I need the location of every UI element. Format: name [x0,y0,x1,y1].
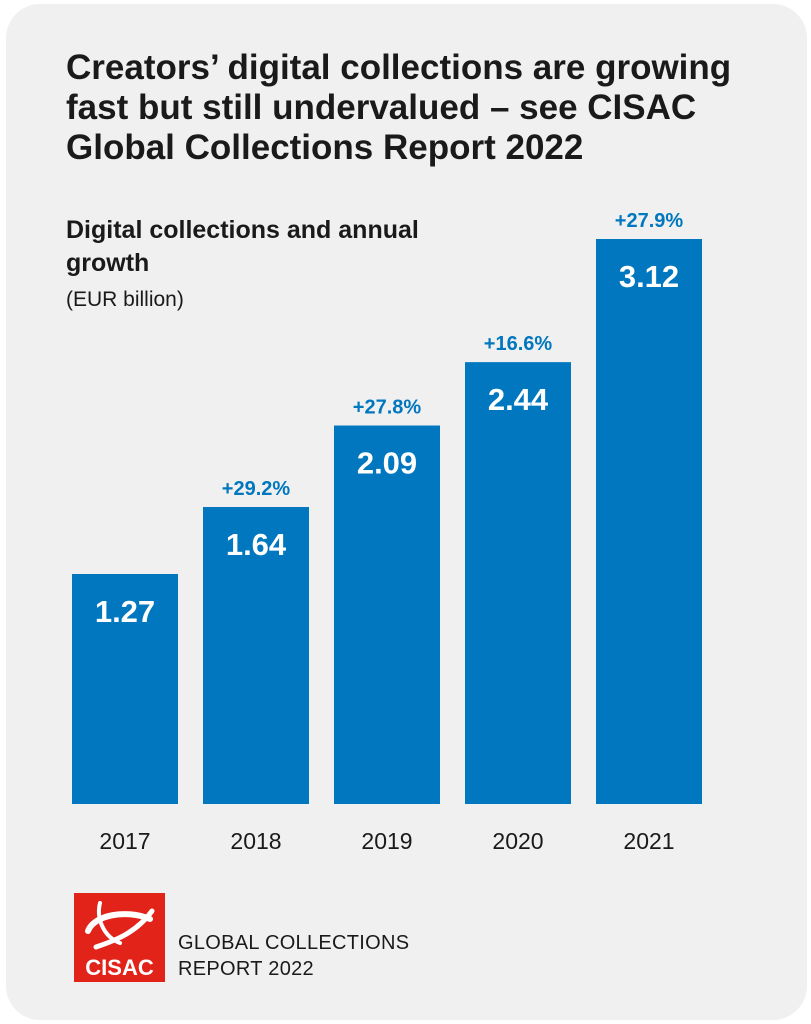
bar-2021 [596,239,702,804]
growth-label-2021: +27.9% [615,210,684,232]
bar-2018 [203,507,309,804]
growth-label-2018: +29.2% [222,478,291,500]
x-tick-label-2019: 2019 [361,828,412,854]
logo-text: CISAC [85,955,154,980]
chart-unit: (EUR billion) [66,288,184,311]
x-tick-label-2020: 2020 [492,828,543,854]
chart-title: Digital collections and annual growth [66,216,419,277]
value-label-2018: 1.64 [226,527,287,562]
x-tick-label-2021: 2021 [623,828,674,854]
value-label-2020: 2.44 [488,382,549,417]
report-label-line-1: GLOBAL COLLECTIONS [178,932,410,954]
cisac-logo: CISAC [74,893,165,982]
growth-label-2020: +16.6% [484,333,553,355]
page-title: Creators’ digital collections are growin… [66,48,732,167]
bar-chart: 1.27 2017 1.64 +29.2% 2018 2.09 +27.8% 2019 2.44… [72,210,702,854]
bar-2019 [334,425,440,804]
x-tick-label-2018: 2018 [230,828,281,854]
growth-label-2019: +27.8% [353,397,422,419]
report-label: GLOBAL COLLECTIONS REPORT 2022 [178,930,409,982]
value-label-2019: 2.09 [357,446,417,481]
value-label-2021: 3.12 [619,259,679,294]
report-label-line-2: REPORT 2022 [178,958,314,980]
x-tick-label-2017: 2017 [99,828,150,854]
bar-2017 [72,574,178,804]
bar-2020 [465,362,571,804]
value-label-2017: 1.27 [95,594,155,629]
